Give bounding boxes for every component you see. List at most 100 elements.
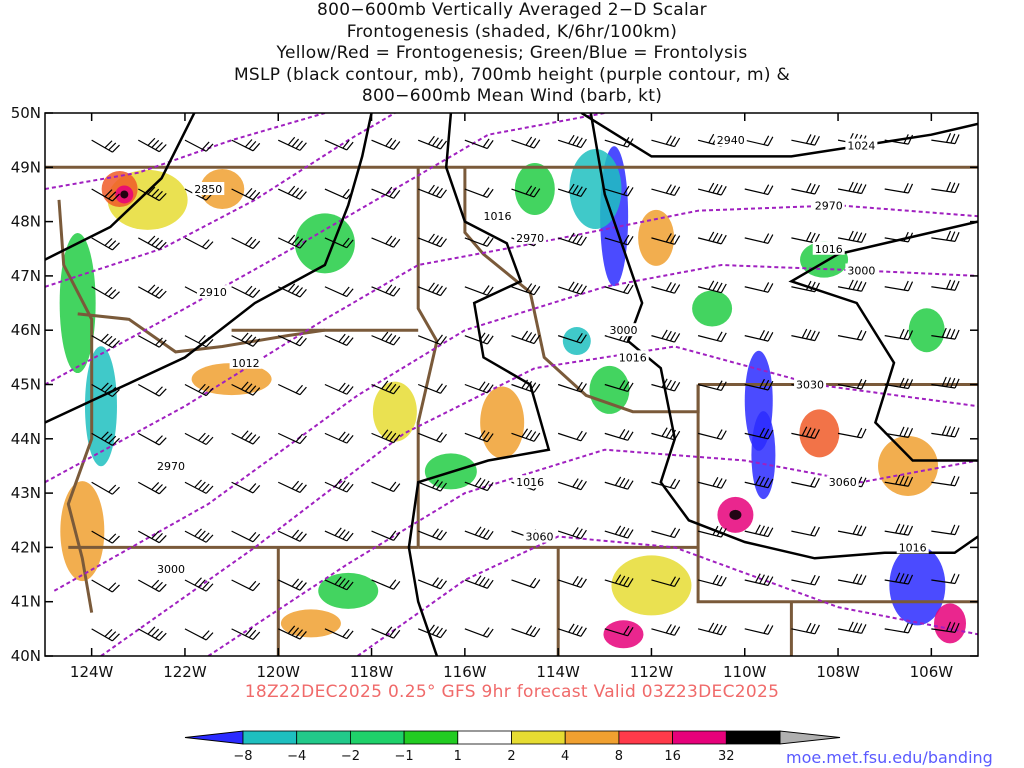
wind-barb bbox=[651, 624, 681, 636]
wind-barb bbox=[184, 334, 214, 348]
wind-barb bbox=[91, 382, 120, 398]
mslp-label-bg bbox=[229, 355, 262, 369]
wind-barb bbox=[324, 576, 354, 591]
wind-barb bbox=[464, 430, 494, 443]
wind-barb bbox=[464, 187, 494, 198]
lat-tick-label: 50N bbox=[11, 104, 41, 122]
wind-barb bbox=[837, 330, 867, 341]
wind-barb bbox=[324, 478, 354, 493]
lat-tick-label: 46N bbox=[11, 321, 41, 339]
wind-barb bbox=[324, 139, 354, 151]
shading-blob bbox=[878, 435, 939, 496]
wind-barb bbox=[931, 181, 960, 194]
mslp-label-bg bbox=[845, 138, 878, 152]
height-label: 3060 bbox=[525, 531, 553, 544]
wind-barb bbox=[138, 137, 167, 153]
wind-barb bbox=[884, 328, 914, 341]
title-line: Frontogenesis (shaded, K/6hr/100km) bbox=[346, 21, 678, 42]
wind-barb bbox=[324, 382, 354, 395]
wind-barb bbox=[557, 527, 587, 540]
mslp-contour bbox=[788, 220, 978, 462]
wind-barb bbox=[511, 577, 541, 589]
wind-barb bbox=[91, 237, 120, 251]
wind-barb bbox=[511, 283, 541, 296]
wind-barb bbox=[371, 429, 401, 444]
wind-barb bbox=[417, 184, 447, 199]
wind-barb bbox=[277, 185, 307, 200]
height-contour bbox=[357, 535, 978, 656]
lon-tick-label: 112W bbox=[630, 663, 674, 681]
lon-tick-label: 108W bbox=[816, 663, 860, 681]
wind-barb bbox=[744, 378, 774, 391]
wind-barb bbox=[931, 132, 960, 145]
colorbar: −8 −4 −2 −1 1 2 4 8 16 32 bbox=[184, 730, 841, 764]
lon-tick-label: 110W bbox=[723, 663, 767, 681]
wind-barb bbox=[91, 628, 120, 642]
colorbar-label: 16 bbox=[664, 749, 681, 764]
wind-barb bbox=[464, 138, 494, 150]
wind-barb bbox=[231, 236, 261, 250]
wind-barb bbox=[837, 427, 867, 439]
title-line: 800−600mb Vertically Averaged 2−D Scalar bbox=[317, 0, 707, 20]
wind-barb bbox=[604, 283, 634, 295]
wind-barb bbox=[184, 139, 214, 152]
wind-barb bbox=[557, 478, 587, 491]
wind-barb bbox=[884, 377, 914, 390]
wind-barb bbox=[464, 575, 494, 589]
wind-barb bbox=[371, 137, 401, 151]
shading-blob bbox=[889, 545, 946, 626]
wind-barb bbox=[231, 481, 261, 494]
shading-blob bbox=[480, 386, 525, 459]
mslp-label: 1016 bbox=[484, 210, 512, 223]
lat-tick-label: 44N bbox=[11, 430, 41, 448]
height-label-bg bbox=[154, 458, 187, 472]
mslp-contour bbox=[580, 113, 978, 158]
wind-barb bbox=[324, 527, 354, 542]
wind-barb bbox=[417, 334, 447, 346]
wind-barb bbox=[371, 284, 401, 297]
wind-barb bbox=[791, 231, 820, 244]
wind-barb bbox=[651, 135, 681, 148]
wind-barb bbox=[324, 237, 354, 249]
wind-barb bbox=[697, 280, 727, 294]
wind-barb bbox=[138, 383, 167, 397]
chart-title: 800−600mb Vertically Averaged 2−D Scalar… bbox=[0, 0, 1024, 108]
mslp-label-bg bbox=[812, 241, 845, 255]
credit-link[interactable]: moe.met.fsu.edu/banding bbox=[786, 748, 993, 767]
wind-barb bbox=[324, 333, 354, 346]
wind-barb bbox=[604, 525, 634, 539]
colorbar-segment bbox=[349, 730, 405, 745]
mslp-label-bg bbox=[481, 209, 514, 223]
wind-barb bbox=[91, 431, 120, 446]
wind-barb bbox=[324, 628, 354, 640]
wind-barb bbox=[837, 621, 867, 634]
wind-barb bbox=[138, 284, 167, 299]
wind-barb bbox=[138, 530, 167, 544]
shading-blob bbox=[799, 409, 840, 458]
wind-barb bbox=[138, 186, 167, 202]
wind-barb bbox=[791, 526, 820, 537]
wind-barb bbox=[931, 425, 960, 438]
wind-barb bbox=[557, 623, 587, 637]
wind-barb bbox=[604, 476, 634, 490]
wind-barb bbox=[697, 380, 727, 392]
wind-barb bbox=[277, 625, 307, 640]
wind-barb bbox=[277, 480, 307, 494]
lat-tick-label: 41N bbox=[11, 593, 41, 611]
wind-barb bbox=[557, 576, 587, 588]
lat-tick-label: 49N bbox=[11, 158, 41, 176]
wind-barb bbox=[837, 378, 867, 390]
colorbar-label: 32 bbox=[718, 749, 735, 764]
shading-blob bbox=[191, 363, 272, 396]
colorbar-label: 8 bbox=[615, 749, 623, 764]
lat-tick-label: 47N bbox=[11, 267, 41, 285]
lon-tick-label: 114W bbox=[536, 663, 580, 681]
wind-barb bbox=[277, 335, 307, 347]
wind-barb bbox=[324, 431, 354, 444]
wind-barb bbox=[231, 430, 261, 445]
wind-barb bbox=[884, 523, 914, 536]
shading-blob bbox=[318, 572, 379, 609]
colorbar-segment bbox=[457, 730, 512, 745]
border-line bbox=[57, 199, 94, 613]
wind-barb bbox=[744, 427, 774, 440]
